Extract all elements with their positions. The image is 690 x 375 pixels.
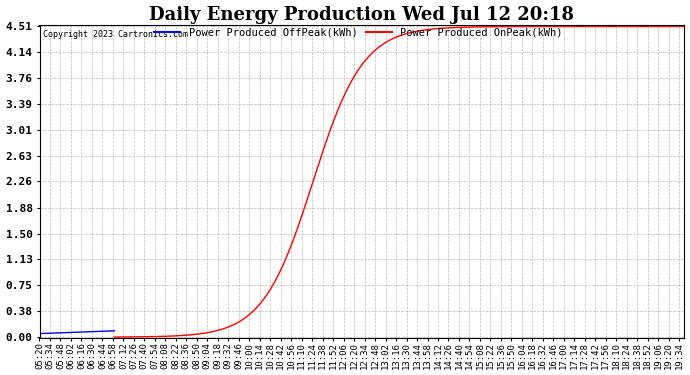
Text: Copyright 2023 Cartronics.com: Copyright 2023 Cartronics.com: [43, 30, 188, 39]
Title: Daily Energy Production Wed Jul 12 20:18: Daily Energy Production Wed Jul 12 20:18: [149, 6, 574, 24]
Legend: Power Produced OffPeak(kWh), Power Produced OnPeak(kWh): Power Produced OffPeak(kWh), Power Produ…: [155, 27, 562, 37]
